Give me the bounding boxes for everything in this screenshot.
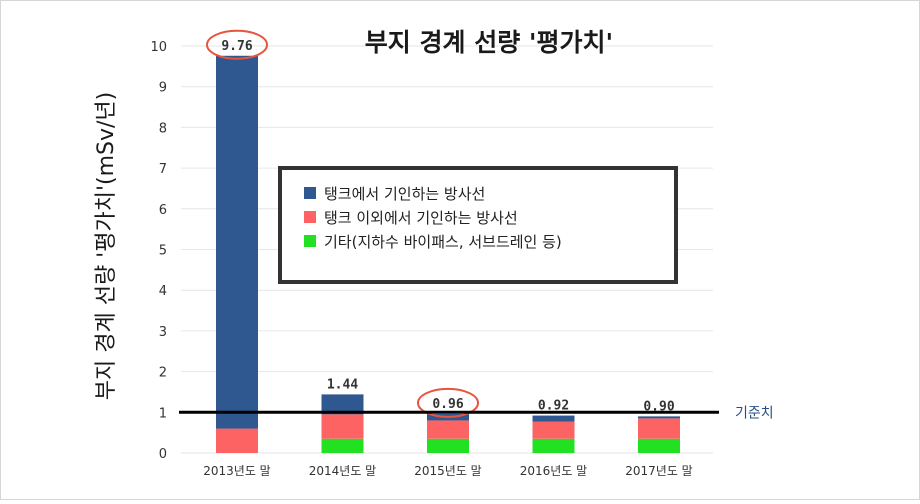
bar-segment (638, 418, 680, 439)
data-labels: 9.76 1.44 0.96 0.92 0.90 (206, 29, 675, 418)
legend-label: 탱크에서 기인하는 방사선 (324, 185, 485, 203)
y-tick-label: 9 (159, 81, 167, 96)
y-tick-label: 5 (159, 244, 167, 259)
x-tick-label: 2014년도 말 (309, 464, 376, 478)
y-tick-label: 8 (159, 121, 167, 136)
legend-label: 기타(지하수 바이패스, 서브드레인 등) (324, 233, 562, 251)
legend-swatch (304, 187, 316, 199)
legend-swatch (304, 211, 316, 223)
bar-segment (321, 394, 364, 415)
data-label: 0.92 (538, 399, 569, 414)
bar-segment (532, 438, 575, 453)
y-tick-label: 2 (159, 366, 167, 381)
bar-segment (321, 414, 364, 439)
y-tick-label: 1 (159, 406, 167, 421)
x-tick-label: 2015년도 말 (414, 464, 481, 478)
y-tick-label: 10 (150, 40, 167, 55)
bar-segment (216, 55, 258, 429)
bar-segment (638, 438, 680, 453)
x-axis-categories: 2013년도 말 2014년도 말 2015년도 말 2016년도 말 2017년도 말 (203, 464, 692, 478)
y-tick-label: 0 (159, 447, 167, 462)
legend-label: 탱크 이외에서 기인하는 방사선 (324, 209, 518, 227)
bar-segment (638, 416, 680, 419)
reference-line-group: 기준치 (179, 405, 774, 421)
bar-segment (216, 428, 258, 453)
chart-title: 부지 경계 선량 '평가치' (365, 28, 613, 57)
highlight-circle (206, 29, 268, 60)
y-tick-label: 4 (159, 284, 167, 299)
legend-box (278, 166, 678, 284)
y-tick-label: 3 (159, 325, 167, 340)
bars (216, 55, 680, 453)
bar-segment (321, 438, 364, 453)
highlight-circle (417, 387, 479, 418)
data-label: 9.76 (221, 39, 252, 54)
y-axis-ticks: 0 1 2 3 4 5 6 7 8 9 10 (150, 40, 167, 462)
reference-line-label: 기준치 (735, 405, 774, 421)
bar-segment (427, 438, 469, 453)
legend-swatch (304, 235, 316, 247)
x-tick-label: 2017년도 말 (625, 464, 692, 478)
data-label: 1.44 (327, 377, 358, 392)
y-tick-label: 6 (159, 203, 167, 218)
x-tick-label: 2016년도 말 (520, 464, 587, 478)
data-label: 0.96 (432, 397, 463, 412)
data-label: 0.90 (643, 399, 674, 414)
y-axis-label: 부지 경계 선량 '평가치'(mSv/년) (94, 92, 119, 400)
bar-segment (532, 421, 575, 439)
x-tick-label: 2013년도 말 (203, 464, 270, 478)
bar-segment (532, 415, 575, 422)
y-tick-label: 7 (159, 162, 167, 177)
bar-segment (427, 420, 469, 439)
